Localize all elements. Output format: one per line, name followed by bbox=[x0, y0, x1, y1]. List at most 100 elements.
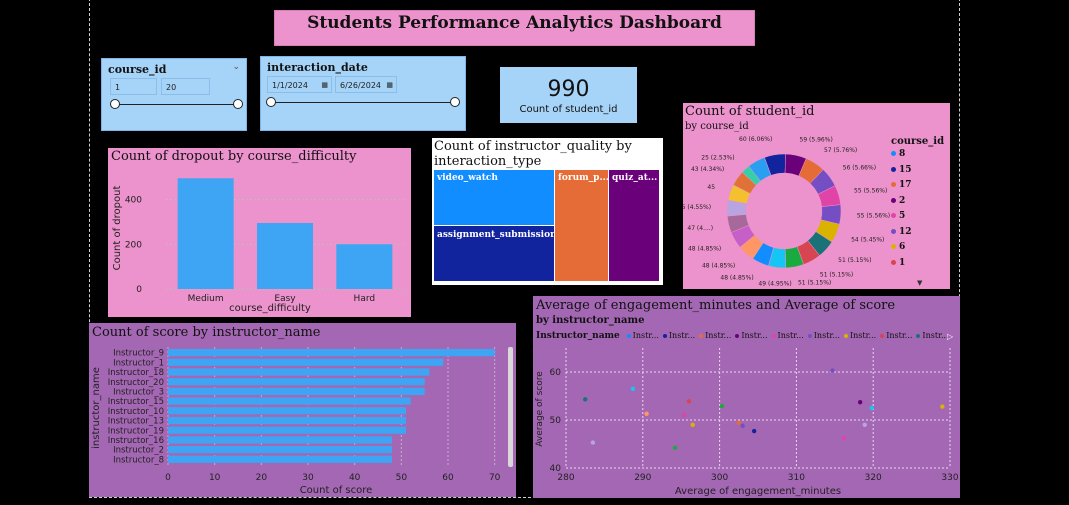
slider-min-handle[interactable] bbox=[266, 97, 276, 107]
legend-item[interactable]: Instr... bbox=[843, 331, 877, 340]
x-tick-label: 280 bbox=[557, 473, 574, 483]
treemap-tile-video-watch[interactable]: video_watch bbox=[434, 170, 554, 225]
slider-track[interactable] bbox=[115, 104, 239, 105]
legend-next-icon[interactable]: ▷ bbox=[947, 332, 954, 341]
legend-item[interactable]: Instr... bbox=[916, 331, 949, 340]
slice-label: 60 (6.06%) bbox=[739, 136, 772, 143]
legend-item[interactable]: 17 bbox=[891, 178, 944, 194]
slice-label: 43 (4.34%) bbox=[691, 166, 724, 173]
x-tick-label: 50 bbox=[396, 473, 408, 483]
legend-item[interactable]: Instr... bbox=[626, 331, 659, 340]
legend-item[interactable]: Instr... bbox=[699, 331, 731, 340]
legend-label: 6 bbox=[899, 242, 906, 252]
start-date-input[interactable]: 1/1/2024 ▦ bbox=[267, 76, 332, 93]
legend-marker bbox=[891, 197, 896, 203]
dropout-chart[interactable]: Count of dropout by course_difficulty 0 2… bbox=[108, 148, 411, 317]
slice-label: 48 (4.85%) bbox=[720, 274, 753, 281]
score-by-instructor-chart[interactable]: Count of score by instructor_name 0 10 20 3… bbox=[89, 323, 516, 497]
chart-title: Count of student_id bbox=[685, 104, 815, 119]
data-point bbox=[644, 411, 649, 416]
course-id-slicer[interactable]: course_id ⌄ 1 20 bbox=[101, 58, 247, 131]
bar bbox=[168, 416, 406, 425]
scroll-down-icon[interactable]: ▼ bbox=[917, 279, 923, 287]
slice-label: 51 (5.15%) bbox=[838, 257, 871, 264]
end-date-input[interactable]: 6/26/2024 ▦ bbox=[335, 76, 397, 93]
legend-item[interactable]: Instr... bbox=[880, 331, 912, 340]
bar bbox=[168, 426, 406, 434]
legend-marker bbox=[891, 259, 896, 265]
y-tick-label: 200 bbox=[125, 240, 142, 250]
slice-label: 55 (5.56%) bbox=[857, 212, 890, 219]
data-point bbox=[862, 422, 867, 427]
interaction-date-slicer[interactable]: interaction_date 1/1/2024 ▦ 6/26/2024 ▦ bbox=[260, 56, 466, 131]
legend-item[interactable]: 5 bbox=[891, 209, 944, 225]
legend-item[interactable]: 15 bbox=[891, 163, 944, 179]
slice-label: 59 (5.96%) bbox=[800, 137, 833, 144]
slice-label: 51 (5.15%) bbox=[798, 280, 831, 287]
legend-label: Instr... bbox=[668, 331, 696, 340]
x-tick-label: Hard bbox=[354, 294, 376, 304]
legend-marker bbox=[880, 334, 885, 338]
student-count-card: 990 Count of student_id bbox=[500, 67, 637, 123]
legend-label: Instr... bbox=[886, 331, 913, 340]
legend-title: course_id bbox=[891, 136, 945, 147]
slice-label: 25 (2.53%) bbox=[701, 154, 734, 161]
range-min-input[interactable]: 1 bbox=[110, 78, 157, 95]
bar bbox=[168, 397, 411, 405]
donut-slice bbox=[748, 157, 772, 182]
slice-label: 45 bbox=[707, 184, 715, 191]
chevron-down-icon[interactable]: ⌄ bbox=[232, 62, 240, 72]
y-tick-label: Instructor_10 bbox=[108, 407, 164, 417]
slider-track[interactable] bbox=[271, 102, 455, 103]
calendar-icon[interactable]: ▦ bbox=[386, 81, 393, 89]
slider-max-handle[interactable] bbox=[450, 97, 460, 107]
bar bbox=[336, 244, 393, 289]
slider-max-handle[interactable] bbox=[233, 99, 243, 109]
y-axis-title: instructor_name bbox=[91, 367, 102, 449]
chart-title-line2: interaction_type bbox=[434, 154, 542, 169]
legend-item[interactable]: Instr... bbox=[735, 331, 768, 340]
x-tick-label: 10 bbox=[209, 473, 221, 483]
legend-item[interactable]: Instr... bbox=[771, 331, 804, 340]
legend-marker bbox=[891, 244, 896, 249]
slider-min-handle[interactable] bbox=[110, 99, 120, 109]
legend-item[interactable]: 8 bbox=[891, 147, 944, 163]
legend-marker bbox=[891, 228, 896, 234]
x-tick-label: Easy bbox=[274, 294, 296, 304]
legend-item[interactable]: 12 bbox=[891, 225, 944, 241]
x-tick-label: 290 bbox=[634, 473, 651, 483]
legend-marker bbox=[662, 334, 667, 338]
legend-item[interactable]: 2 bbox=[891, 194, 944, 210]
legend-label: Instr... bbox=[777, 331, 804, 340]
kpi-value: 990 bbox=[547, 77, 590, 102]
y-axis-title: Count of dropout bbox=[112, 186, 123, 271]
legend-item[interactable]: Instr... bbox=[807, 331, 840, 340]
end-date-value: 6/26/2024 bbox=[340, 81, 382, 90]
legend-marker bbox=[626, 334, 631, 338]
legend-item[interactable]: Instr... bbox=[662, 331, 696, 340]
slice-label: 57 (5.76%) bbox=[824, 147, 857, 154]
vertical-scrollbar[interactable] bbox=[508, 347, 513, 467]
calendar-icon[interactable]: ▦ bbox=[321, 81, 328, 89]
x-tick-label: 70 bbox=[489, 473, 501, 483]
legend-marker bbox=[891, 213, 896, 218]
engagement-score-scatter[interactable]: Average of engagement_minutes and Averag… bbox=[533, 296, 960, 498]
x-tick-label: Medium bbox=[188, 294, 224, 304]
slice-label: 49 (4.95%) bbox=[758, 280, 791, 287]
treemap-tile-assignment-submission[interactable]: assignment_submission bbox=[434, 226, 557, 281]
range-max-input[interactable]: 20 bbox=[161, 78, 210, 95]
legend-item[interactable]: 6 bbox=[891, 240, 944, 256]
data-point bbox=[857, 400, 863, 405]
x-axis-title: Count of score bbox=[300, 485, 373, 496]
kpi-label: Count of student_id bbox=[519, 104, 618, 115]
student-course-donut[interactable]: Count of student_id by course_id 60 (6.0… bbox=[683, 103, 950, 289]
treemap-tile-quiz[interactable]: quiz_at... bbox=[609, 170, 659, 281]
instructor-quality-treemap[interactable]: Count of instructor_quality by interacti… bbox=[432, 138, 663, 285]
data-point bbox=[630, 386, 636, 391]
legend-label: 1 bbox=[899, 257, 906, 268]
legend-marker bbox=[771, 334, 776, 338]
legend-item[interactable]: 1 bbox=[891, 256, 944, 272]
legend-label: Instr... bbox=[849, 331, 877, 340]
treemap-tile-forum[interactable]: forum_p... bbox=[555, 170, 609, 281]
bar bbox=[168, 387, 425, 395]
